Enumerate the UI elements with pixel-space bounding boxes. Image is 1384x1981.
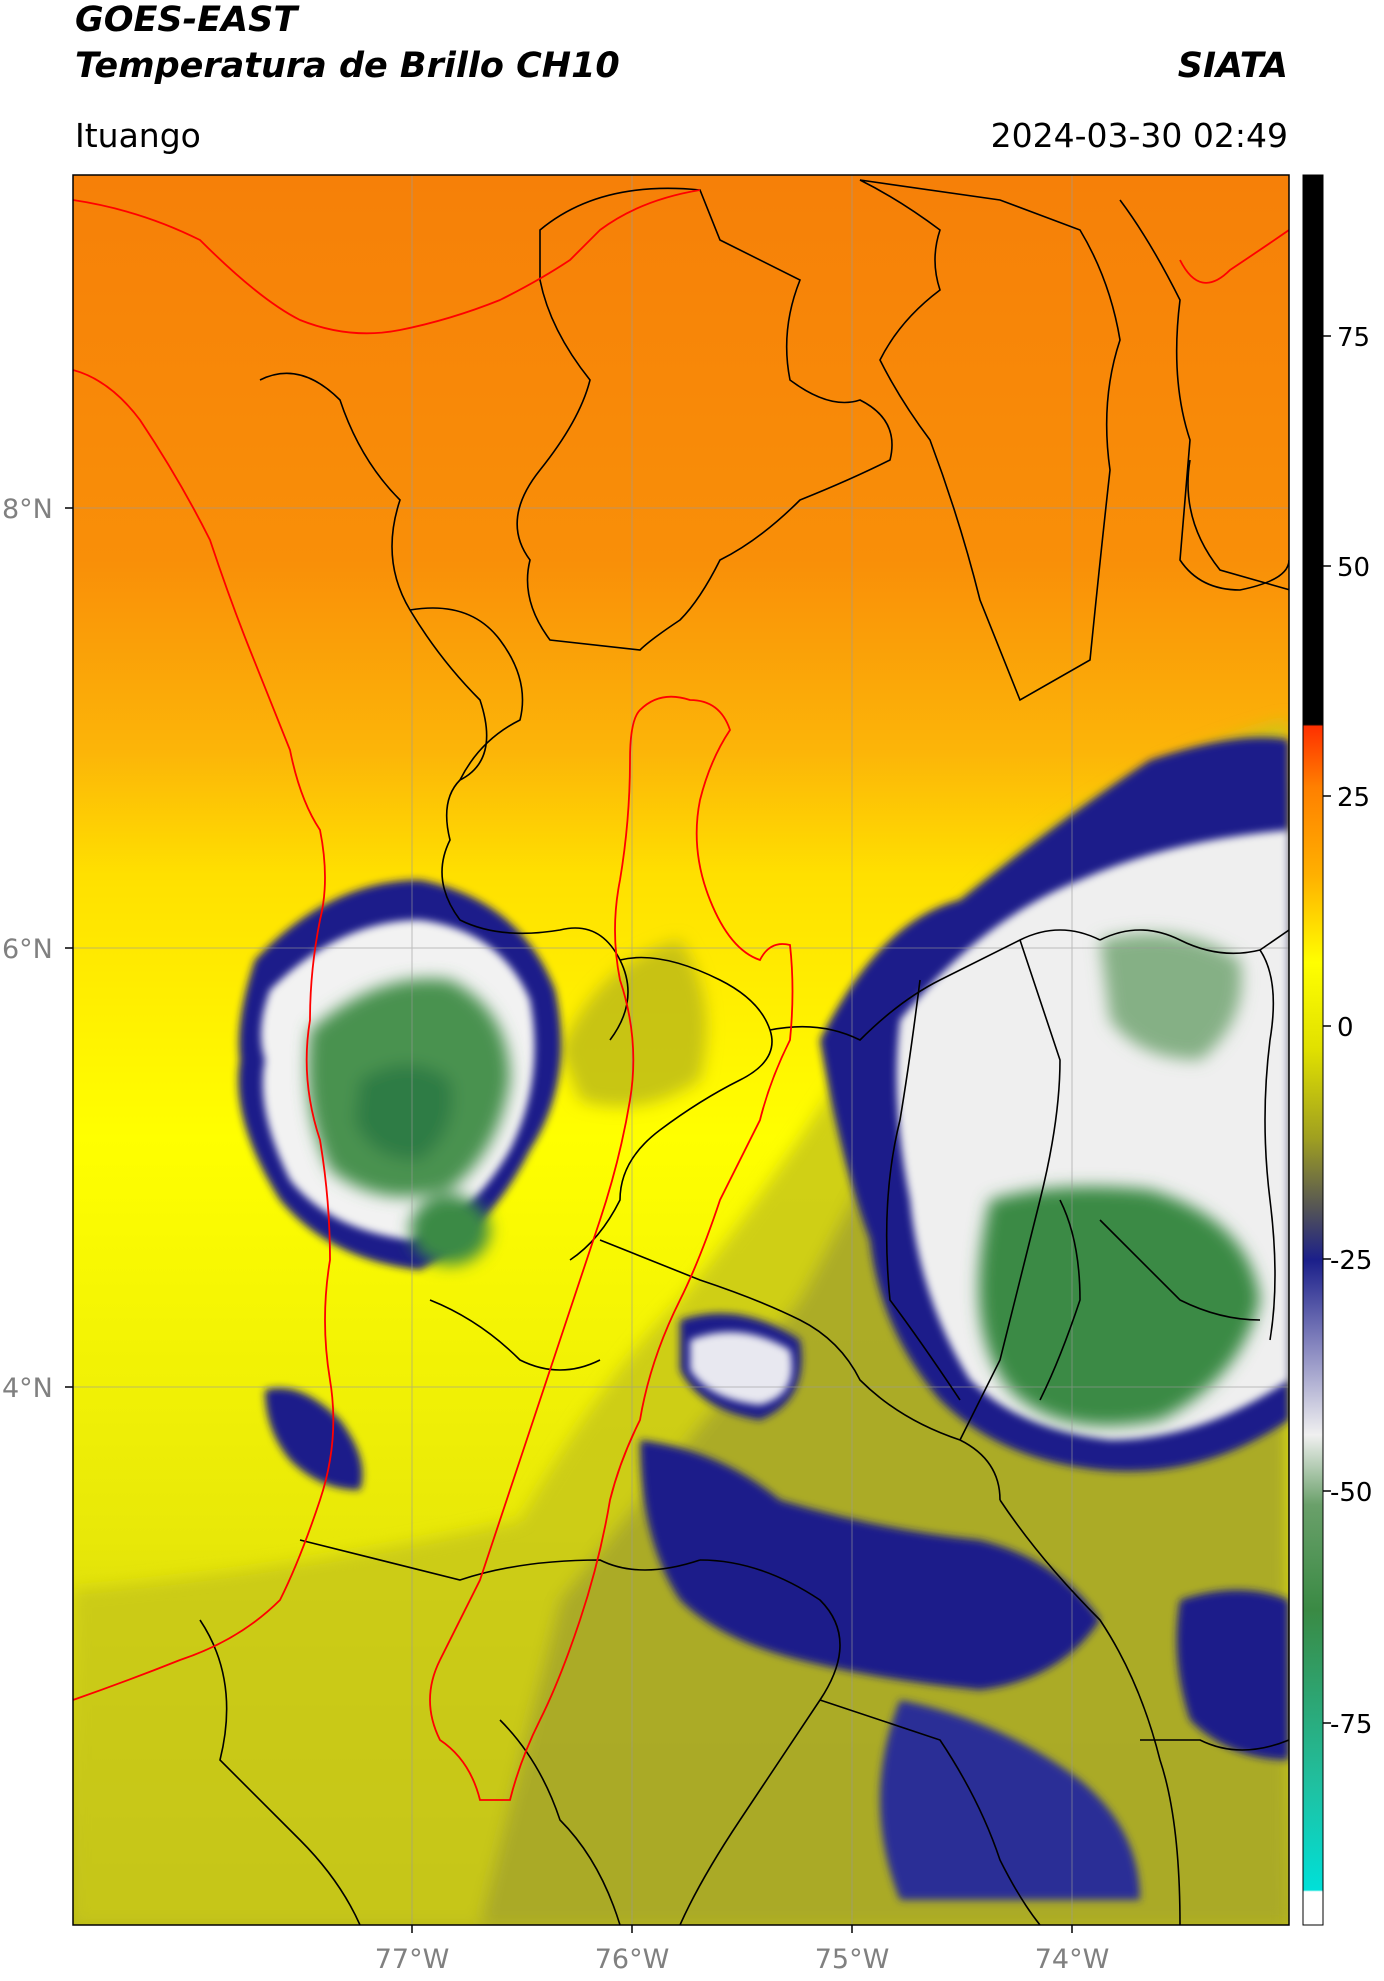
title-line-1: GOES-EAST bbox=[75, 0, 298, 40]
lat-label-4n: 4°N bbox=[2, 1373, 53, 1404]
title-line-2: Temperatura de Brillo CH10 bbox=[75, 46, 620, 86]
colorbar-label-minus25: -25 bbox=[1330, 1246, 1372, 1276]
lon-label-74w: 74°W bbox=[1035, 1944, 1110, 1975]
brand-label: SIATA bbox=[1177, 46, 1288, 86]
colorbar-label-minus75: -75 bbox=[1330, 1710, 1372, 1740]
location-label: Ituango bbox=[75, 116, 201, 155]
lon-label-77w: 77°W bbox=[375, 1944, 450, 1975]
colorbar-label-0: 0 bbox=[1337, 1013, 1354, 1043]
red-boundaries bbox=[73, 189, 1289, 1801]
map-frame bbox=[72, 174, 1290, 1926]
colorbar-label-minus50: -50 bbox=[1330, 1478, 1372, 1508]
lat-ticks bbox=[65, 507, 73, 1388]
lat-label-8n: 8°N bbox=[2, 494, 53, 525]
lon-label-76w: 76°W bbox=[595, 1944, 670, 1975]
lon-ticks bbox=[411, 1925, 1073, 1933]
colorbar-label-75: 75 bbox=[1337, 323, 1370, 353]
timestamp-label: 2024-03-30 02:49 bbox=[990, 116, 1288, 155]
colorbar-label-50: 50 bbox=[1337, 553, 1370, 583]
lat-label-6n: 6°N bbox=[2, 934, 53, 965]
colorbar-label-25: 25 bbox=[1337, 783, 1370, 813]
colorbar bbox=[1302, 174, 1324, 1926]
department-boundaries bbox=[199, 179, 1289, 1925]
cold-cloud-green bbox=[307, 933, 1260, 1426]
colorbar-ticks bbox=[1323, 335, 1331, 1724]
lon-label-75w: 75°W bbox=[815, 1944, 890, 1975]
graticule bbox=[73, 175, 1289, 1925]
